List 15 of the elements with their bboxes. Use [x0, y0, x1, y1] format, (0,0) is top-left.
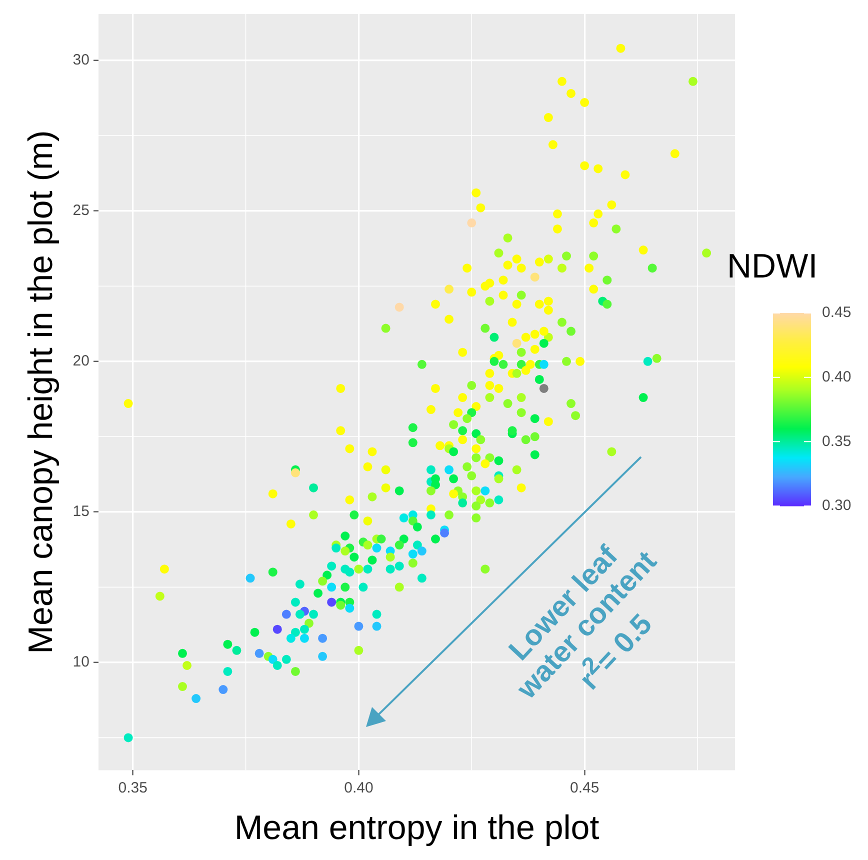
color-bar-label: 0.35: [822, 432, 852, 450]
y-tick-label: 20: [72, 352, 90, 370]
y-tick-label: 10: [72, 654, 90, 671]
y-axis-title: Mean canopy height in the plot (m): [22, 130, 60, 654]
y-tick-label: 15: [72, 503, 90, 520]
color-bar-label: 0.45: [822, 304, 852, 322]
color-bar-label: 0.30: [822, 497, 852, 514]
x-tick-label: 0.45: [570, 779, 600, 796]
x-axis-title: Mean entropy in the plot: [234, 808, 600, 847]
color-bar-label: 0.40: [822, 368, 852, 386]
x-tick-label: 0.40: [344, 779, 374, 796]
y-tick-label: 25: [72, 202, 90, 220]
x-tick-label: 0.35: [118, 779, 148, 796]
y-tick-label: 30: [72, 52, 90, 68]
color-bar-title: NDWI: [727, 247, 818, 286]
